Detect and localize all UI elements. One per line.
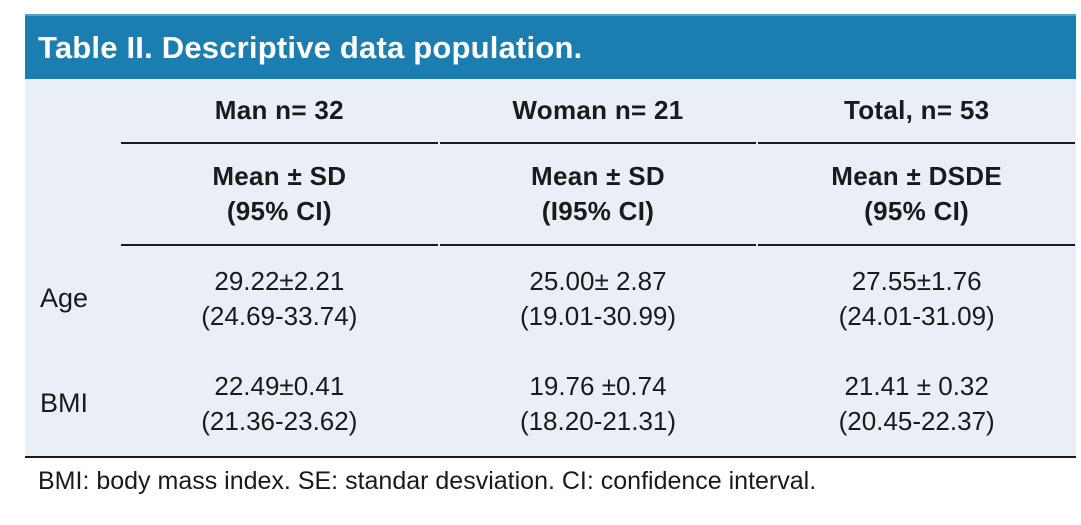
age-total-mean: 27.55±1.76 bbox=[851, 265, 982, 296]
age-total-ci: (24.01-31.09) bbox=[838, 300, 995, 331]
bmi-woman-ci: (18.20-21.31) bbox=[519, 405, 677, 436]
subheader-total-line2: (95% CI) bbox=[864, 196, 970, 226]
column-header-man: Man n= 32 bbox=[121, 79, 438, 144]
corner-cell bbox=[25, 79, 120, 144]
bmi-man-cell: 22.49±0.41 (21.36-23.62) bbox=[120, 351, 439, 456]
table-title-bar: Table II. Descriptive data population. bbox=[25, 14, 1076, 79]
subheader-total-line1: Mean ± DSDE bbox=[831, 161, 1003, 191]
age-man-cell: 29.22±2.21 (24.69-33.74) bbox=[120, 246, 439, 351]
column-header-total: Total, n= 53 bbox=[758, 79, 1075, 144]
row-label-bmi: BMI bbox=[40, 388, 89, 418]
row-label-age: Age bbox=[40, 283, 89, 313]
table-title: Table II. Descriptive data population. bbox=[38, 29, 583, 65]
subheader-man-line2: (95% CI) bbox=[226, 196, 332, 226]
bmi-total-mean: 21.41 ± 0.32 bbox=[844, 370, 989, 401]
subheader-woman-line1: Mean ± SD bbox=[530, 161, 665, 191]
age-man-mean: 29.22±2.21 bbox=[214, 265, 345, 296]
subheader-spacer bbox=[25, 144, 120, 246]
subheader-man-line1: Mean ± SD bbox=[212, 161, 347, 191]
bmi-total-ci: (20.45-22.37) bbox=[838, 405, 995, 436]
bmi-total-cell: 21.41 ± 0.32 (20.45-22.37) bbox=[757, 351, 1076, 456]
age-woman-mean: 25.00± 2.87 bbox=[529, 265, 667, 296]
subheader-man: Mean ± SD (95% CI) bbox=[121, 144, 438, 246]
age-man-ci: (24.69-33.74) bbox=[201, 300, 358, 331]
footnote: BMI: body mass index. SE: standar desvia… bbox=[38, 467, 817, 495]
bmi-man-ci: (21.36-23.62) bbox=[201, 405, 358, 436]
age-woman-ci: (19.01-30.99) bbox=[519, 300, 677, 331]
subheader-total: Mean ± DSDE (95% CI) bbox=[758, 144, 1075, 246]
column-header-woman: Woman n= 21 bbox=[439, 79, 757, 144]
age-woman-cell: 25.00± 2.87 (19.01-30.99) bbox=[439, 246, 758, 351]
data-table: Man n= 32 Woman n= 21 Total, n= 53 Mean … bbox=[25, 79, 1076, 458]
age-total-cell: 27.55±1.76 (24.01-31.09) bbox=[757, 246, 1076, 351]
bmi-man-mean: 22.49±0.41 bbox=[214, 370, 345, 401]
bmi-woman-mean: 19.76 ±0.74 bbox=[529, 370, 667, 401]
subheader-woman-line2: (I95% CI) bbox=[541, 196, 655, 226]
bmi-woman-cell: 19.76 ±0.74 (18.20-21.31) bbox=[439, 351, 758, 456]
subheader-woman: Mean ± SD (I95% CI) bbox=[439, 144, 757, 246]
